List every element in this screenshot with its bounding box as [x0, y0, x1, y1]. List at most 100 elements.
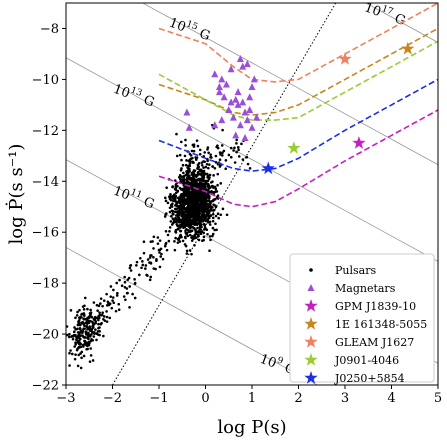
pulsar-point: [194, 179, 197, 183]
pulsar-point: [192, 143, 196, 146]
pulsar-point: [148, 278, 152, 282]
legend-marker-star: [304, 371, 318, 384]
pulsar-point: [158, 251, 161, 254]
pulsar-point: [158, 239, 162, 242]
pulsar-point: [204, 193, 208, 197]
pulsar-point: [225, 213, 229, 217]
pulsar-point: [236, 145, 240, 149]
pulsar-point: [86, 347, 89, 351]
pulsar-point: [171, 217, 175, 220]
pulsar-point: [211, 232, 215, 236]
pulsar-point: [135, 264, 138, 267]
pulsar-point: [149, 240, 153, 243]
pulsar-point: [83, 304, 86, 308]
pulsar-point: [194, 217, 197, 220]
pulsar-point: [161, 257, 165, 261]
pulsar-point: [192, 149, 196, 153]
pulsar-point: [192, 220, 196, 224]
pulsar-point: [98, 311, 101, 314]
pulsar-point: [88, 329, 92, 332]
pulsar-point: [117, 302, 121, 306]
pulsar-point: [218, 158, 222, 162]
x-tick-label: 2: [294, 391, 302, 406]
pulsar-point: [164, 230, 168, 233]
pulsar-point: [184, 138, 187, 142]
pulsar-point: [102, 317, 105, 321]
pulsar-point: [175, 220, 179, 224]
pulsar-point: [200, 186, 204, 189]
pulsar-point: [82, 322, 85, 326]
pulsar-point: [195, 223, 199, 227]
pulsar-point: [185, 202, 189, 205]
pulsar-point: [202, 169, 206, 173]
pulsar-point: [214, 161, 218, 164]
pulsar-point: [92, 323, 95, 326]
pulsar-point: [175, 154, 179, 158]
pulsar-point: [178, 186, 182, 190]
pulsar-point: [156, 242, 160, 245]
legend-marker-star: [304, 299, 318, 312]
pulsar-point: [180, 175, 183, 178]
pulsar-point: [191, 199, 194, 203]
pulsar-point: [135, 260, 139, 264]
pulsar-point: [218, 151, 222, 154]
pulsar-point: [197, 203, 200, 207]
pulsar-point: [197, 230, 201, 233]
pulsar-point: [176, 224, 179, 227]
pulsar-point: [177, 209, 181, 213]
pulsar-point: [195, 139, 199, 142]
pulsar-point: [92, 301, 96, 304]
pulsar-point: [208, 190, 212, 194]
pulsar-point: [224, 167, 228, 171]
pulsar-point: [208, 235, 212, 238]
pulsar-point: [168, 210, 172, 214]
magnetar-point: [234, 88, 242, 96]
pulsar-point: [82, 354, 86, 358]
pulsar-point: [204, 165, 208, 169]
track-gpm-j1839-10: [158, 109, 438, 208]
pulsar-point: [69, 349, 72, 352]
pulsar-point: [207, 205, 211, 209]
y-tick-label: −22: [32, 379, 59, 394]
pulsar-point: [209, 238, 212, 242]
pulsar-point: [184, 187, 188, 191]
pulsar-point: [179, 168, 183, 172]
pulsar-point: [174, 228, 178, 232]
pulsar-point: [83, 314, 86, 317]
pulsar-point: [174, 188, 178, 192]
pulsar-point: [71, 337, 75, 341]
pulsar-point: [182, 203, 186, 206]
pulsar-point: [197, 214, 200, 217]
pulsar-point: [96, 309, 99, 312]
magnetar-points: [183, 55, 261, 141]
magnetar-point: [232, 95, 240, 103]
b-field-line: [66, 247, 318, 385]
pulsar-point: [95, 332, 99, 335]
pulsar-point: [184, 190, 188, 193]
pulsar-point: [196, 178, 200, 182]
pulsar-point: [77, 333, 81, 337]
pulsar-point: [109, 285, 113, 288]
pulsar-point: [91, 324, 94, 328]
pulsar-point: [214, 214, 218, 218]
pulsar-point: [220, 144, 224, 147]
y-tick-label: −18: [32, 277, 59, 292]
pulsar-point: [98, 330, 101, 333]
pulsar-point: [182, 213, 186, 216]
pulsar-point: [205, 208, 209, 212]
pulsar-point: [128, 266, 132, 270]
pulsar-point: [200, 192, 204, 196]
magnetar-point: [246, 93, 254, 101]
pulsar-point: [201, 239, 204, 243]
pulsar-point: [211, 226, 215, 230]
pulsar-point: [191, 187, 194, 191]
pulsar-point: [87, 321, 91, 325]
pulsar-point: [200, 219, 204, 222]
pulsar-point: [94, 319, 98, 323]
pulsar-point: [171, 185, 175, 188]
pulsar-point: [192, 208, 195, 211]
pulsar-point: [86, 307, 89, 311]
pulsar-point: [206, 232, 209, 236]
pulsar-point: [78, 345, 82, 348]
pulsar-point: [186, 192, 190, 195]
